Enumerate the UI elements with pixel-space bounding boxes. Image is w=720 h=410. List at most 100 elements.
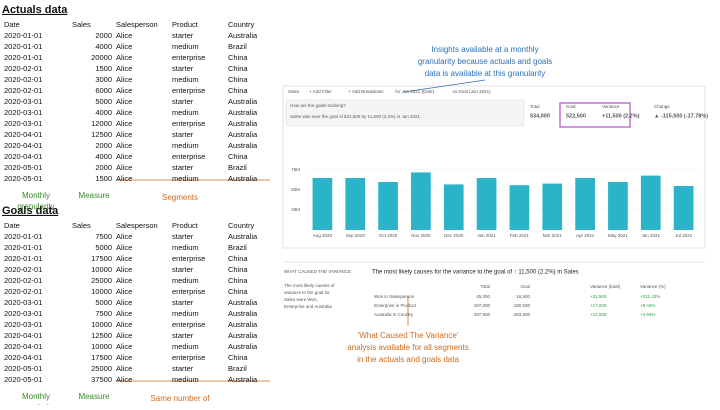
table-cell: 2020-04-01 xyxy=(4,130,42,139)
table-cell: Australia xyxy=(228,141,258,150)
table-cell: 2020-05-01 xyxy=(4,375,42,384)
table-cell: Alice xyxy=(116,254,132,263)
table-cell: 180,500 xyxy=(514,303,531,308)
table-cell: medium xyxy=(172,243,199,252)
kpi-label: Total xyxy=(530,104,540,109)
summary: Sales was over the goal of 522,500 by 11… xyxy=(290,114,421,119)
table-cell: enterprise xyxy=(172,53,205,62)
x-tick-label: Apr 2021 xyxy=(576,233,595,238)
x-tick-label: Nov 2020 xyxy=(411,233,431,238)
table-cell: Alice xyxy=(116,64,132,73)
table-cell: enterprise xyxy=(172,152,205,161)
table-cell: 2020-04-01 xyxy=(4,141,42,150)
table-cell: starter xyxy=(172,364,194,373)
table-cell: 283,500 xyxy=(514,312,531,317)
bar xyxy=(640,175,661,230)
table-cell: 2020-05-01 xyxy=(4,174,42,183)
bar xyxy=(673,186,694,230)
table-cell: 4000 xyxy=(95,42,112,51)
table-cell: Alice xyxy=(116,331,132,340)
table-cell: 2020-01-01 xyxy=(4,53,42,62)
x-tick-label: Dec 2020 xyxy=(444,233,464,238)
table-cell: Australia xyxy=(228,298,258,307)
table-cell: Australia xyxy=(228,31,258,40)
column-header: Variance (%) xyxy=(640,284,666,289)
kpi-value: +11,500 (2.2%) xyxy=(602,113,640,119)
column-header: Total xyxy=(480,284,490,289)
table-cell: 2020-04-01 xyxy=(4,331,42,340)
x-tick-label: Jan 2021 xyxy=(477,233,496,238)
table-cell: Alice xyxy=(116,141,132,150)
table-cell: +14,000 xyxy=(590,312,607,317)
table-cell: 2020-04-01 xyxy=(4,342,42,351)
bar xyxy=(443,184,464,230)
table-cell: 2020-03-01 xyxy=(4,309,42,318)
text: The most likely causes of xyxy=(284,283,335,288)
column-header: Date xyxy=(4,20,20,29)
table-cell: medium xyxy=(172,75,199,84)
table-cell: 5000 xyxy=(95,298,112,307)
table-cell: Alice xyxy=(116,152,132,161)
table-cell: enterprise xyxy=(172,287,205,296)
table-cell: medium xyxy=(172,375,199,384)
bar xyxy=(509,185,530,230)
callout: analysis available for all segments xyxy=(347,343,468,352)
table-cell: Australia xyxy=(228,130,258,139)
x-tick-label: May 2021 xyxy=(608,233,628,238)
table-cell: Alice xyxy=(116,243,132,252)
table-cell: 12500 xyxy=(91,331,112,340)
kpi-value: 522,500 xyxy=(566,113,586,119)
table-cell: 7500 xyxy=(95,309,112,318)
table-cell: Alice xyxy=(116,265,132,274)
table-cell: 2020-02-01 xyxy=(4,276,42,285)
table-cell: medium xyxy=(172,309,199,318)
y-tick-label: 50M xyxy=(291,187,300,192)
table-cell: Alice xyxy=(116,31,132,40)
table-cell: medium xyxy=(172,174,199,183)
bar xyxy=(608,182,628,230)
table-cell: 37500 xyxy=(91,375,112,384)
column-header: Salesperson xyxy=(116,221,158,230)
table-cell: Alice xyxy=(116,130,132,139)
table-cell: 2020-03-01 xyxy=(4,97,42,106)
table-cell: Alice xyxy=(116,174,132,183)
table-cell: Australia xyxy=(228,375,258,384)
table-cell: 297,500 xyxy=(474,312,491,317)
table-cell: starter xyxy=(172,97,194,106)
table-cell: Australia xyxy=(228,331,258,340)
y-tick-label: 75M xyxy=(291,167,300,172)
table-cell: medium xyxy=(172,342,199,351)
column-header: Date xyxy=(4,221,20,230)
column-header: Sales xyxy=(72,20,91,29)
x-tick-label: Aug 2020 xyxy=(313,233,333,238)
note: Monthly xyxy=(22,392,50,401)
table-cell: starter xyxy=(172,265,194,274)
table-cell: 2020-04-01 xyxy=(4,152,42,161)
table-cell: 45,000 xyxy=(476,294,490,299)
table-cell: Australia xyxy=(228,108,258,117)
table-cell: enterprise xyxy=(172,119,205,128)
table-cell: Alice xyxy=(116,353,132,362)
table-cell: starter xyxy=(172,163,194,172)
bar xyxy=(476,178,497,230)
table-cell: Australia xyxy=(228,309,258,318)
table-cell: Alice xyxy=(116,119,132,128)
table-cell: Australia xyxy=(228,97,258,106)
table-cell: medium xyxy=(172,42,199,51)
bar xyxy=(345,178,366,230)
table-cell: 2020-02-01 xyxy=(4,287,42,296)
table-cell: Won in Salesperson xyxy=(374,294,415,299)
table-cell: 10000 xyxy=(91,342,112,351)
callout: granularity because actuals and goals xyxy=(418,57,552,66)
table-cell: enterprise xyxy=(172,320,205,329)
heading: The most likely causes for the variance … xyxy=(372,270,579,276)
table-cell: +17,000 xyxy=(590,303,607,308)
table-cell: 2020-03-01 xyxy=(4,320,42,329)
note: granularity xyxy=(17,202,54,211)
table-cell: 17500 xyxy=(91,254,112,263)
y-tick-label: 25M xyxy=(291,207,300,212)
kpi-value: ▲ -115,500 (-17.78%) xyxy=(654,113,708,119)
note: Measure xyxy=(78,392,110,401)
table-cell: Alice xyxy=(116,53,132,62)
table-cell: Australia xyxy=(228,342,258,351)
